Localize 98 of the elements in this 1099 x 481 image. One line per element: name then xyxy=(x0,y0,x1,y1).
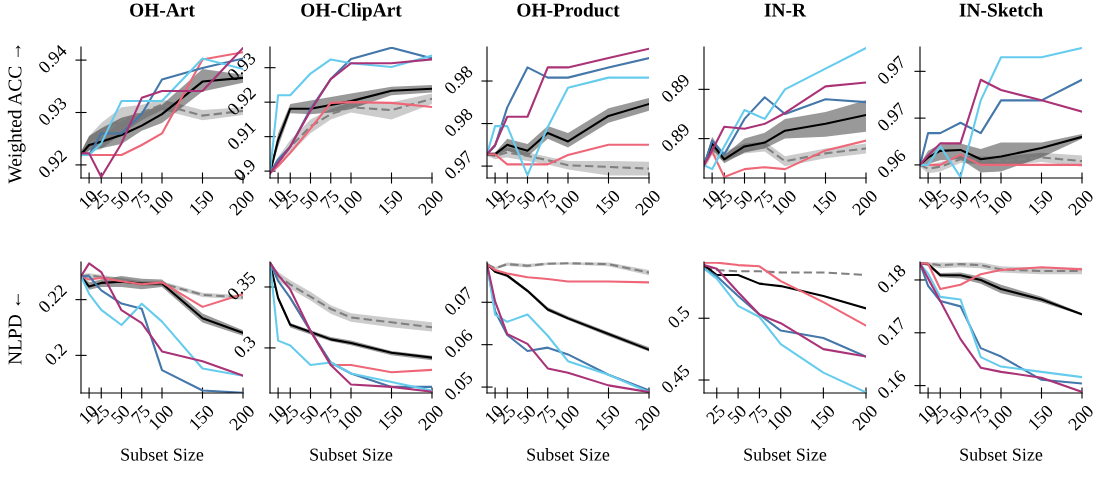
x-tick-label: 75 xyxy=(130,404,151,425)
y-tick-label: 0.06 xyxy=(443,328,474,359)
x-tick-label: 200 xyxy=(634,404,662,431)
y-axis-title: Weighted ACC → xyxy=(7,45,26,184)
x-tick-label: 75 xyxy=(753,189,774,210)
y-tick-label: 0.92 xyxy=(37,149,68,179)
x-tick-label: 100 xyxy=(987,189,1014,216)
x-tick-label: 100 xyxy=(987,404,1014,431)
y-axis-title: NLPD ← xyxy=(8,293,22,365)
y-tick-label: 0.94 xyxy=(37,43,68,75)
x-tick-label: 50 xyxy=(733,189,754,210)
y-tick-label: 0.2 xyxy=(43,342,68,367)
line-series xyxy=(704,47,866,171)
y-tick-label: 0.05 xyxy=(443,370,474,401)
line-series xyxy=(920,262,1082,290)
y-tick-label: 0.5 xyxy=(666,305,691,329)
x-tick-label: 200 xyxy=(1067,189,1095,216)
x-tick-label: 100 xyxy=(337,404,364,431)
x-tick-label: 100 xyxy=(148,404,175,431)
line-series xyxy=(704,81,866,167)
y-tick-label: 0.93 xyxy=(226,51,257,82)
chart-title: IN-Sketch xyxy=(959,2,1043,17)
x-tick-label: 150 xyxy=(1027,404,1054,431)
x-tick-label: 150 xyxy=(188,404,215,431)
y-tick-label: 0.97 xyxy=(876,101,907,133)
x-tick-label: 50 xyxy=(727,404,748,425)
x-tick-label: 200 xyxy=(228,404,256,431)
x-tick-label: 150 xyxy=(809,404,836,431)
x-tick-label: 100 xyxy=(554,189,581,216)
x-tick-label: 100 xyxy=(554,404,581,431)
x-tick-label: 150 xyxy=(811,189,838,216)
y-tick-label: 0.89 xyxy=(660,122,691,153)
y-tick-label: 0.22 xyxy=(37,283,68,314)
y-tick-label: 0.3 xyxy=(232,335,257,359)
x-tick-label: 200 xyxy=(851,189,879,216)
x-tick-label: 150 xyxy=(594,189,621,216)
x-tick-label: 50 xyxy=(949,189,970,210)
x-tick-label: 50 xyxy=(110,404,131,425)
x-tick-label: 100 xyxy=(337,189,364,216)
chart-title: OH-Art xyxy=(130,3,195,17)
y-tick-label: 0.97 xyxy=(876,55,907,86)
x-tick-label: 75 xyxy=(130,189,151,210)
x-tick-label: 50 xyxy=(299,404,320,425)
x-axis-title: Subset Size xyxy=(744,448,827,461)
x-axis-title: Subset Size xyxy=(310,448,393,461)
y-tick-label: 0.97 xyxy=(443,149,474,181)
x-axis-title: Subset Size xyxy=(121,448,204,461)
x-tick-label: 75 xyxy=(319,189,340,210)
line-series xyxy=(920,78,1082,166)
x-tick-label: 50 xyxy=(516,189,537,210)
x-axis-title: Subset Size xyxy=(527,448,610,461)
x-tick-label: 75 xyxy=(536,404,557,425)
chart-title: IN-R xyxy=(764,3,807,17)
y-tick-label: 0.91 xyxy=(226,120,257,151)
x-tick-label: 75 xyxy=(319,404,340,425)
y-tick-label: 0.9 xyxy=(232,158,257,182)
y-tick-label: 0.45 xyxy=(660,363,691,394)
x-tick-label: 150 xyxy=(594,404,621,431)
x-tick-label: 100 xyxy=(771,189,798,216)
y-tick-label: 0.18 xyxy=(876,263,907,294)
y-tick-label: 0.16 xyxy=(876,369,907,400)
x-tick-label: 75 xyxy=(969,189,990,210)
y-tick-label: 0.35 xyxy=(226,270,257,301)
x-tick-label: 75 xyxy=(748,404,769,425)
y-tick-label: 0.17 xyxy=(876,316,907,347)
x-tick-label: 75 xyxy=(969,404,990,425)
line-series xyxy=(920,135,1082,166)
x-tick-label: 150 xyxy=(377,189,404,216)
x-tick-label: 25 xyxy=(705,404,726,425)
y-tick-label: 0.89 xyxy=(660,73,691,104)
x-tick-label: 150 xyxy=(1027,189,1054,216)
x-tick-label: 150 xyxy=(188,189,215,216)
x-tick-label: 75 xyxy=(536,189,557,210)
chart-title: OH-ClipArt xyxy=(301,2,402,21)
x-tick-label: 50 xyxy=(110,189,131,210)
line-series xyxy=(487,263,649,284)
x-tick-label: 200 xyxy=(228,189,256,216)
x-tick-label: 200 xyxy=(417,404,445,431)
line-series xyxy=(920,47,1082,178)
y-tick-label: 0.92 xyxy=(226,86,257,117)
x-tick-label: 200 xyxy=(417,189,445,216)
x-tick-label: 200 xyxy=(851,404,879,431)
y-tick-label: 0.07 xyxy=(443,286,474,317)
y-tick-label: 0.98 xyxy=(443,107,474,138)
x-tick-label: 100 xyxy=(148,189,175,216)
x-tick-label: 50 xyxy=(516,404,537,425)
x-tick-label: 50 xyxy=(299,189,320,210)
x-tick-label: 100 xyxy=(766,404,794,431)
x-tick-label: 200 xyxy=(1067,404,1095,431)
x-tick-label: 200 xyxy=(634,189,662,216)
y-tick-label: 0.98 xyxy=(443,64,474,95)
line-series xyxy=(487,143,649,166)
x-tick-label: 50 xyxy=(949,404,970,425)
chart-title: OH-Product xyxy=(517,2,620,17)
x-tick-label: 150 xyxy=(377,404,404,431)
x-axis-title: Subset Size xyxy=(960,448,1043,461)
y-tick-label: 0.96 xyxy=(876,148,907,179)
y-tick-label: 0.93 xyxy=(37,96,68,127)
